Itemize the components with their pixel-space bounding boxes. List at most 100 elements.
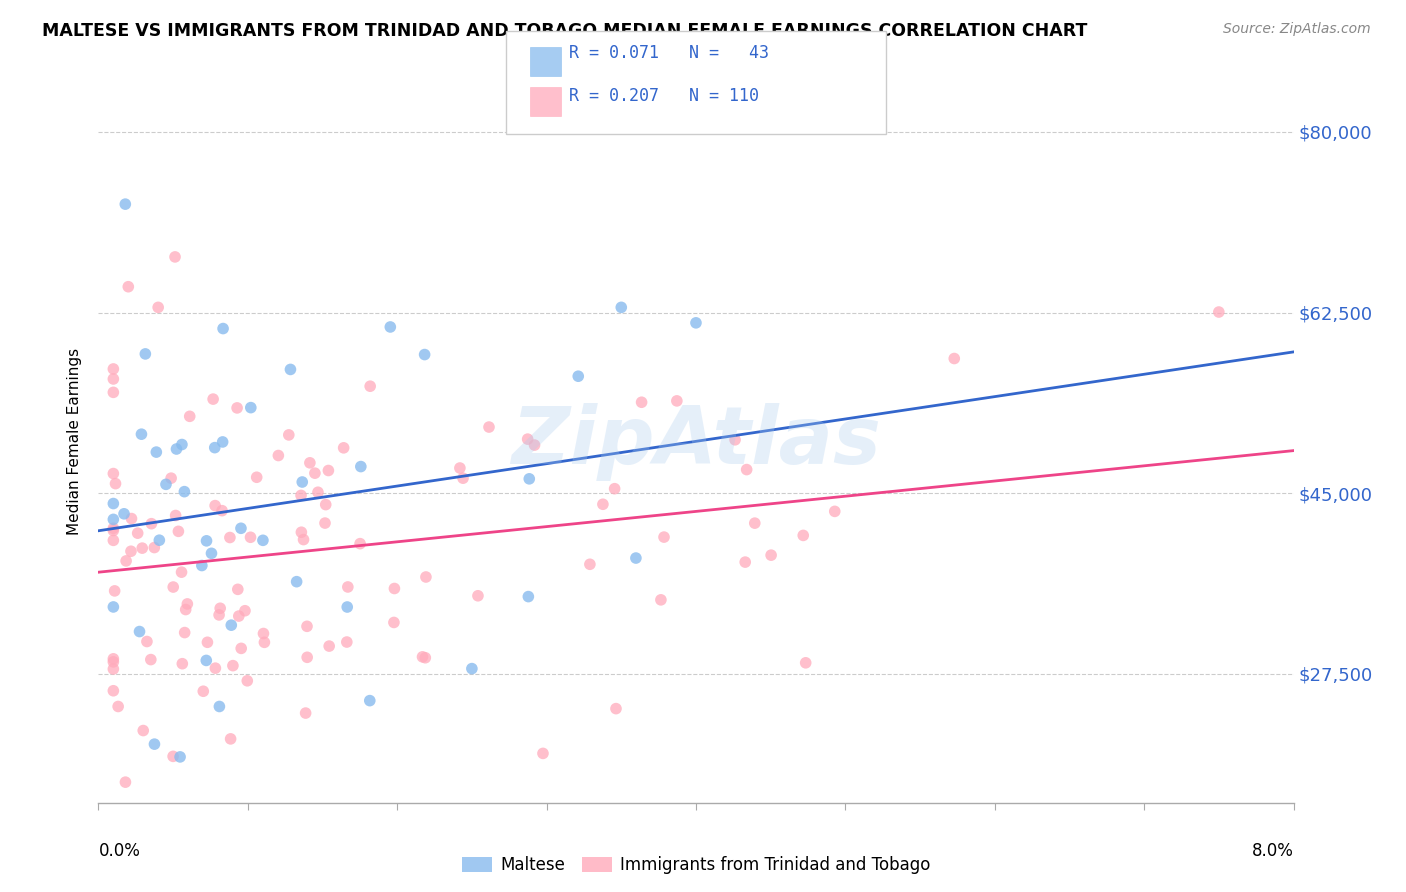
Point [162,580,184,594]
Point [103,599,125,614]
Point [103,652,125,666]
Point [174,602,197,616]
Point [478,420,501,434]
Point [794,656,817,670]
Text: ZipAtlas: ZipAtlas [510,402,882,481]
Point [332,441,354,455]
Point [104,583,127,598]
Point [173,484,195,499]
Point [155,477,177,491]
Point [277,428,299,442]
Point [759,548,782,562]
Point [212,321,235,335]
Point [380,320,402,334]
Y-axis label: Median Female Earnings: Median Female Earnings [67,348,83,535]
Point [231,641,253,656]
Point [943,351,966,366]
Point [195,653,218,667]
Text: R = 0.071   N =   43: R = 0.071 N = 43 [569,44,769,62]
Point [412,649,434,664]
Point [131,427,153,442]
Point [285,574,308,589]
Point [134,347,156,361]
Point [579,558,602,572]
Point [103,385,125,400]
Point [413,347,436,361]
Point [735,462,758,476]
Point [467,589,489,603]
Point [567,369,589,384]
Point [148,301,170,315]
Point [665,393,688,408]
Point [318,463,340,477]
Point [209,601,232,615]
Point [103,683,125,698]
Point [204,661,226,675]
Text: Source: ZipAtlas.com: Source: ZipAtlas.com [1223,22,1371,37]
Point [103,521,125,535]
Point [167,524,190,539]
Point [336,635,359,649]
Point [103,497,125,511]
Point [226,582,249,597]
Point [143,541,166,555]
Point [128,624,150,639]
Point [103,655,125,669]
Point [415,570,437,584]
Point [103,662,125,676]
Point [163,250,186,264]
Point [173,625,195,640]
Point [200,546,222,560]
Point [170,437,193,451]
Point [359,379,381,393]
Point [136,634,159,648]
Point [1208,305,1230,319]
Point [246,470,269,484]
Point [166,442,188,456]
Point [304,466,326,480]
Point [121,511,143,525]
Point [191,558,214,573]
Point [131,541,153,555]
Point [350,459,373,474]
Point [517,472,540,486]
Point [290,488,312,502]
Point [253,635,276,649]
Point [219,731,242,746]
Point [211,503,233,517]
Point [267,449,290,463]
Point [592,497,614,511]
Point [103,512,125,526]
Point [252,626,274,640]
Point [650,592,672,607]
Point [204,441,226,455]
Point [114,197,136,211]
Point [605,701,627,715]
Point [115,554,138,568]
Point [172,657,194,671]
Point [359,693,381,707]
Point [195,533,218,548]
Point [114,775,136,789]
Point [233,604,256,618]
Point [610,301,633,315]
Point [170,565,193,579]
Point [103,524,125,538]
Point [148,533,170,548]
Point [517,590,540,604]
Point [160,471,183,485]
Point [516,432,538,446]
Point [290,525,312,540]
Point [744,516,766,530]
Point [624,551,647,566]
Point [193,684,215,698]
Point [824,504,846,518]
Text: 8.0%: 8.0% [1251,842,1294,860]
Point [103,533,125,548]
Point [169,750,191,764]
Legend: Maltese, Immigrants from Trinidad and Tobago: Maltese, Immigrants from Trinidad and To… [461,856,931,874]
Point [239,530,262,544]
Point [295,619,318,633]
Point [145,445,167,459]
Point [294,706,316,720]
